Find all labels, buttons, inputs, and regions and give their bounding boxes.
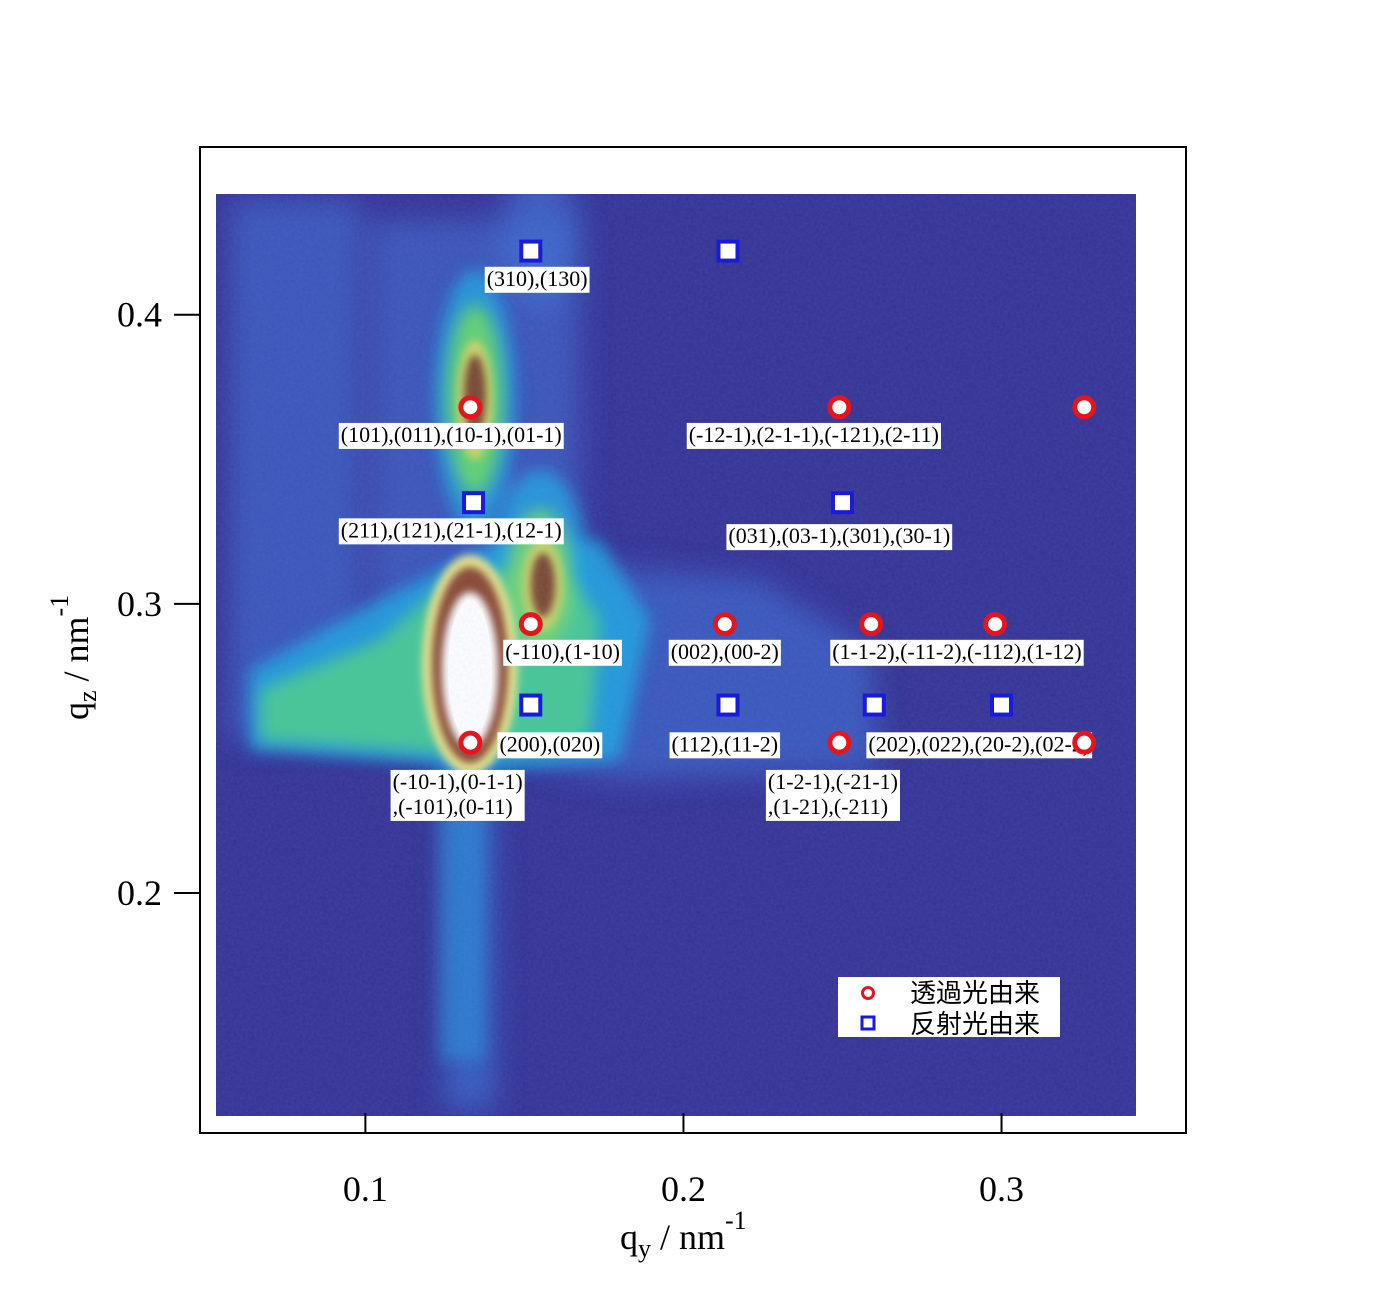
annotation-text: (211),(121),(21-1),(12-1) (341, 517, 562, 542)
reflected-peak-marker (862, 693, 886, 717)
hkl-annotation: (211),(121),(21-1),(12-1) (338, 517, 564, 545)
annotation-text: (101),(011),(10-1),(01-1) (341, 422, 562, 447)
reflected-peak-marker (519, 239, 543, 263)
hkl-annotation: (-110),(1-10) (503, 639, 622, 666)
reflected-peak-marker (830, 491, 854, 515)
transmitted-peak-marker (859, 612, 884, 637)
reflected-peak-marker (716, 693, 740, 717)
annotation-background (726, 524, 953, 551)
y-axis: 0.2 0.3 0.4 (117, 295, 200, 913)
reflected-peak-marker (519, 693, 543, 717)
transmitted-peak-marker (712, 612, 737, 637)
transmitted-peak-marker (1072, 395, 1097, 420)
y-axis-title-unit: / nm (56, 616, 96, 690)
annotation-text: (031),(03-1),(301),(30-1) (728, 523, 950, 548)
y-axis-title-sup: -1 (45, 595, 74, 617)
hkl-annotation: (002),(00-2) (668, 639, 781, 666)
annotation-background (503, 639, 622, 666)
x-axis-title-unit: / nm (651, 1217, 725, 1257)
annotation-text: (112),(11-2) (672, 731, 779, 756)
annotation-text: (-110),(1-10) (505, 639, 620, 664)
annotation-text: (002),(00-2) (671, 639, 779, 664)
annotation-text: ,(-101),(0-11) (393, 794, 513, 819)
y-tick-label: 0.4 (117, 295, 162, 335)
hkl-annotation: (031),(03-1),(301),(30-1) (726, 523, 953, 551)
legend-label-transmitted: 透過光由来 (910, 979, 1040, 1009)
transmitted-peak-marker (827, 730, 852, 755)
transmitted-peak-marker (458, 395, 483, 420)
legend-circle-icon (861, 986, 875, 1000)
y-axis-title-base: q (56, 702, 96, 720)
hkl-annotation: (-12-1),(2-1-1),(-121),(2-11) (686, 422, 941, 449)
x-axis-title-sup: -1 (725, 1206, 747, 1235)
transmitted-peak-marker (983, 612, 1008, 637)
reflected-peak-marker (716, 239, 740, 263)
annotation-text: ,(1-21),(-211) (768, 794, 888, 819)
x-axis-title-sub: y (638, 1234, 651, 1263)
reflected-peak-marker (990, 693, 1014, 717)
x-tick-label: 0.2 (661, 1169, 706, 1209)
transmitted-peak-marker (827, 395, 852, 420)
legend-square-icon (860, 1015, 876, 1031)
hkl-annotation: (310),(130) (484, 266, 590, 293)
x-tick-label: 0.1 (343, 1169, 388, 1209)
annotation-background (830, 639, 1084, 666)
hkl-annotation: (202),(022),(20-2),(02-2) (866, 731, 1093, 759)
annotation-background (484, 266, 590, 293)
annotation-background (686, 422, 941, 449)
hkl-annotation: (112),(11-2) (669, 731, 781, 759)
x-axis: 0.1 0.2 0.3 (343, 1113, 1024, 1209)
transmitted-peak-marker (458, 730, 483, 755)
annotation-background (669, 732, 781, 759)
annotation-text: (-12-1),(2-1-1),(-121),(2-11) (689, 422, 939, 447)
annotation-background (765, 769, 901, 821)
y-tick-label: 0.3 (117, 584, 162, 624)
annotation-background (338, 518, 564, 545)
x-axis-title: qy / nm-1 (620, 1206, 747, 1263)
annotation-background (668, 639, 781, 666)
annotation-text: (202),(022),(20-2),(02-2) (868, 731, 1090, 756)
markers (458, 239, 1097, 755)
legend-label-reflected: 反射光由来 (910, 1010, 1040, 1040)
annotation-background (497, 732, 603, 759)
annotation-background (390, 769, 525, 821)
x-axis-title-base: q (620, 1217, 638, 1257)
annotation-text: (310),(130) (487, 266, 588, 291)
annotation-background (866, 732, 1093, 759)
annotations: (310),(130) (101),(011),(10-1),(01-1) (-12… (338, 266, 1093, 821)
y-tick-label: 0.2 (117, 873, 162, 913)
annotation-text: (-10-1),(0-1-1) (393, 769, 523, 794)
y-axis-title: qz / nm-1 (45, 595, 102, 720)
hkl-annotation: (101),(011),(10-1),(01-1) (338, 422, 564, 449)
hkl-annotation: (-10-1),(0-1-1),(-101),(0-11) (390, 769, 525, 821)
y-axis-title-sub: z (73, 690, 102, 702)
annotation-text: (200),(020) (499, 731, 600, 756)
annotation-text: (1-2-1),(-21-1) (768, 769, 898, 794)
hkl-annotation: (1-2-1),(-21-1),(1-21),(-211) (765, 769, 901, 821)
legend: 透過光由来 反射光由来 (838, 977, 1060, 1040)
annotation-text: (1-1-2),(-11-2),(-112),(1-12) (832, 639, 1081, 664)
annotation-background (338, 422, 564, 449)
hkl-annotation: (1-1-2),(-11-2),(-112),(1-12) (830, 639, 1084, 666)
transmitted-peak-marker (518, 612, 543, 637)
x-tick-label: 0.3 (979, 1169, 1024, 1209)
hkl-annotation: (200),(020) (497, 731, 603, 759)
transmitted-peak-marker (1072, 730, 1097, 755)
reflected-peak-marker (462, 491, 486, 515)
